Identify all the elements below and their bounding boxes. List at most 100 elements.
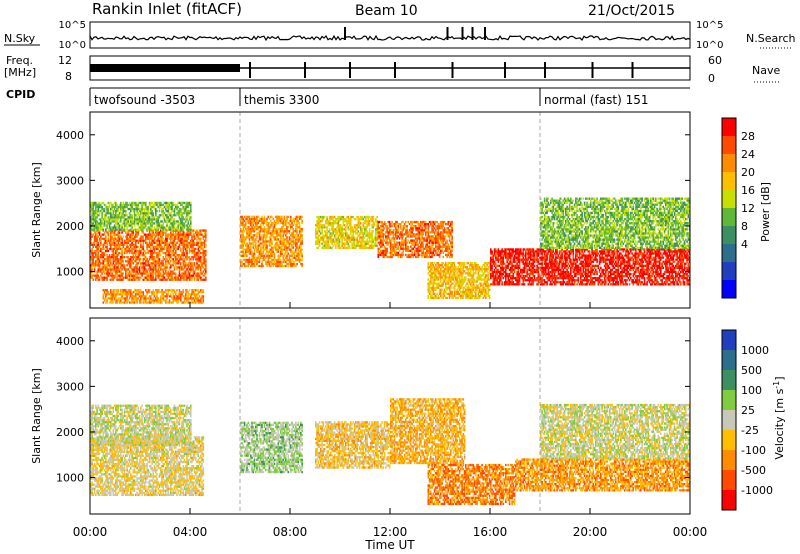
data-cell <box>165 270 167 272</box>
data-cell <box>140 270 142 272</box>
data-cell <box>106 226 108 228</box>
data-cell <box>184 254 186 256</box>
data-cell <box>149 240 151 242</box>
data-cell <box>174 248 176 250</box>
data-cell <box>200 231 202 233</box>
data-cell <box>194 277 196 279</box>
data-cell <box>158 256 160 258</box>
data-cell <box>155 258 157 260</box>
data-cell <box>95 231 97 233</box>
data-cell <box>151 244 153 246</box>
data-cell <box>100 210 102 212</box>
data-cell <box>104 222 106 224</box>
data-cell <box>133 262 135 264</box>
data-cell <box>193 268 195 270</box>
data-cell <box>143 244 145 246</box>
data-cell <box>198 236 200 238</box>
data-cell <box>104 252 106 254</box>
data-cell <box>114 240 116 242</box>
data-cell <box>205 272 207 274</box>
data-cell <box>185 266 187 268</box>
cpid-segments: twofsound -3503 themis 3300 normal (fast) … <box>90 88 648 107</box>
data-cell <box>180 231 182 233</box>
data-cell <box>200 240 202 242</box>
data-cell <box>98 248 100 250</box>
data-cell <box>175 256 177 258</box>
data-cell <box>126 206 128 208</box>
data-cell <box>193 240 195 242</box>
data-cell <box>168 270 170 272</box>
data-cell <box>194 264 196 266</box>
data-cell <box>111 208 113 210</box>
data-cell <box>159 264 161 266</box>
data-cell <box>180 250 182 252</box>
data-cell <box>154 238 156 240</box>
data-cell <box>119 268 121 270</box>
data-cell <box>115 252 117 254</box>
data-cell <box>126 264 128 266</box>
data-cell <box>129 248 131 250</box>
data-cell <box>111 236 113 238</box>
data-cell <box>203 238 205 240</box>
data-cell <box>198 248 200 250</box>
data-cell <box>101 220 103 222</box>
data-cell <box>110 246 112 248</box>
data-cell <box>178 277 180 279</box>
data-cell <box>139 256 141 258</box>
data-cell <box>110 262 112 264</box>
data-cell <box>118 210 120 212</box>
data-cell <box>144 279 146 281</box>
data-cell <box>135 248 137 250</box>
data-cell <box>170 231 172 233</box>
data-cell <box>110 270 112 272</box>
data-cell <box>194 250 196 252</box>
data-cell <box>173 264 175 266</box>
data-cell <box>105 218 107 220</box>
noise-strip-frame <box>90 22 690 48</box>
data-cell <box>159 277 161 279</box>
data-cell <box>120 262 122 264</box>
data-cell <box>99 266 101 268</box>
data-cell <box>110 258 112 260</box>
data-cell <box>140 264 142 266</box>
data-cell <box>104 234 106 236</box>
data-cell <box>175 244 177 246</box>
data-cell <box>164 277 166 279</box>
data-cell <box>126 202 128 204</box>
data-cell <box>186 254 188 256</box>
data-cell <box>108 236 110 238</box>
data-cell <box>189 260 191 262</box>
data-cell <box>135 242 137 244</box>
data-cell <box>128 268 130 270</box>
data-cell <box>194 279 196 281</box>
data-cell <box>119 246 121 248</box>
data-cell <box>126 277 128 279</box>
data-cell <box>199 264 201 266</box>
data-cell <box>114 254 116 256</box>
data-cell <box>96 234 98 236</box>
data-cell <box>116 272 118 274</box>
data-cell <box>155 236 157 238</box>
data-cell <box>168 260 170 262</box>
data-cell <box>115 202 117 204</box>
data-cell <box>143 238 145 240</box>
data-cell <box>100 244 102 246</box>
data-cell <box>93 234 95 236</box>
data-cell <box>104 208 106 210</box>
data-cell <box>108 250 110 252</box>
data-cell <box>163 275 165 277</box>
data-cell <box>190 234 192 236</box>
data-cell <box>131 250 133 252</box>
data-cell <box>149 231 151 233</box>
data-cell <box>93 258 95 260</box>
data-cell <box>151 236 153 238</box>
noise-tick-right-bottom: 10^0 <box>696 40 723 51</box>
data-cell <box>136 270 138 272</box>
data-cell <box>156 242 158 244</box>
data-cell <box>194 229 196 231</box>
data-cell <box>140 250 142 252</box>
data-cell <box>101 206 103 208</box>
data-cell <box>191 238 193 240</box>
data-cell <box>180 279 182 281</box>
data-cell <box>159 260 161 262</box>
